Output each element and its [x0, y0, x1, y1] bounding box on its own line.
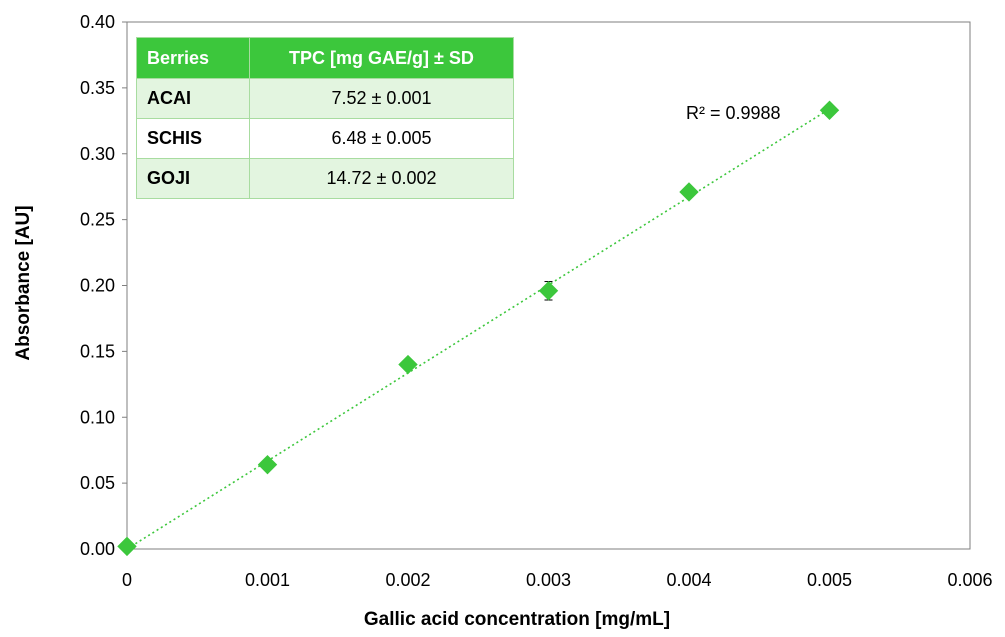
- x-tick-label: 0.004: [666, 570, 711, 590]
- table-cell-berry: ACAI: [136, 78, 250, 119]
- y-tick-label: 0.30: [80, 144, 115, 164]
- y-tick-labels: 0.00 0.05 0.10 0.15 0.20 0.25 0.30 0.35 0.40: [80, 12, 127, 559]
- y-axis-title: Absorbance [AU]: [13, 205, 34, 360]
- data-points: [117, 100, 840, 557]
- r-squared-label: R² = 0.9988: [686, 103, 781, 123]
- table-cell-tpc: 6.48 ± 0.005: [249, 118, 514, 159]
- x-tick-labels: 0 0.001 0.002 0.003 0.004 0.005 0.006: [122, 570, 993, 590]
- table-cell-tpc: 14.72 ± 0.002: [249, 158, 514, 199]
- table-row: ACAI 7.52 ± 0.001: [136, 78, 514, 119]
- x-tick-label: 0.006: [947, 570, 992, 590]
- y-tick-label: 0.10: [80, 407, 115, 427]
- y-tick-label: 0.35: [80, 78, 115, 98]
- x-tick-label: 0.003: [526, 570, 571, 590]
- data-point: [117, 536, 137, 557]
- table-cell-berry: SCHIS: [136, 118, 250, 159]
- y-tick-label: 0.40: [80, 12, 115, 32]
- y-tick-label: 0.15: [80, 341, 115, 361]
- table-header-row: Berries TPC [mg GAE/g] ± SD: [136, 37, 514, 79]
- y-tick-label: 0.20: [80, 276, 115, 296]
- x-tick-label: 0.005: [807, 570, 852, 590]
- table-row: SCHIS 6.48 ± 0.005: [136, 118, 514, 159]
- table-header-tpc: TPC [mg GAE/g] ± SD: [249, 37, 514, 79]
- table-cell-tpc: 7.52 ± 0.001: [249, 78, 514, 119]
- x-tick-label: 0.002: [385, 570, 430, 590]
- x-axis-title: Gallic acid concentration [mg/mL]: [364, 609, 670, 630]
- x-tick-label: 0: [122, 570, 132, 590]
- data-point: [257, 454, 278, 475]
- table-cell-berry: GOJI: [136, 158, 250, 199]
- table-header-berries: Berries: [136, 37, 250, 79]
- x-tick-label: 0.001: [245, 570, 290, 590]
- data-point: [398, 354, 418, 375]
- trendline: [126, 108, 830, 550]
- tpc-table: Berries TPC [mg GAE/g] ± SD ACAI 7.52 ± …: [136, 37, 514, 199]
- y-tick-label: 0.00: [80, 539, 115, 559]
- data-point: [538, 281, 559, 301]
- table-row: GOJI 14.72 ± 0.002: [136, 158, 514, 199]
- data-point: [819, 100, 840, 120]
- y-tick-label: 0.05: [80, 473, 115, 493]
- y-tick-label: 0.25: [80, 210, 115, 230]
- data-point: [679, 182, 699, 202]
